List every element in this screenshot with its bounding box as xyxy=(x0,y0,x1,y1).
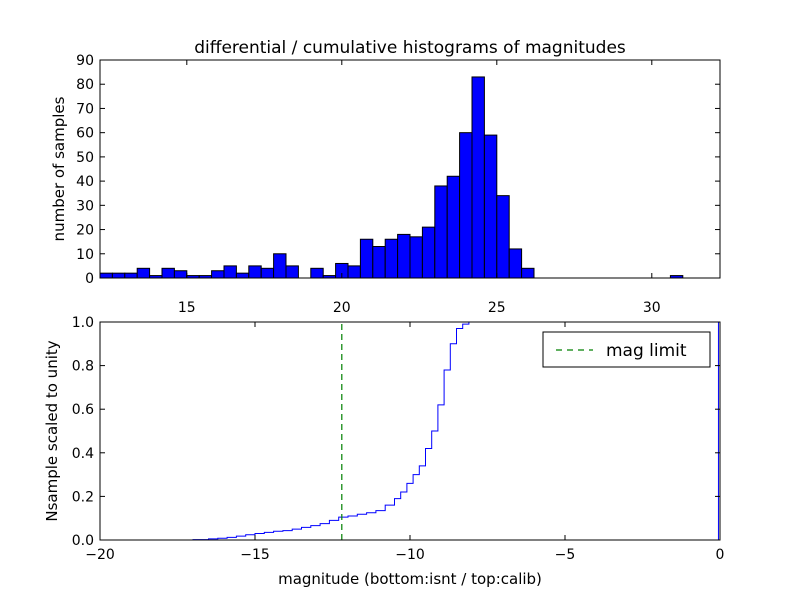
x-axis-label: magnitude (bottom:isnt / top:calib) xyxy=(278,570,542,588)
histogram-bar xyxy=(285,265,299,279)
y-tick-label: 90 xyxy=(76,53,94,69)
histogram-bar xyxy=(496,195,510,279)
histogram-bar xyxy=(211,270,225,279)
y-tick-label: 0.6 xyxy=(72,402,94,418)
x-tick-label: −10 xyxy=(395,547,425,563)
y-tick-label: 1.0 xyxy=(72,315,94,331)
histogram-bar xyxy=(347,265,361,279)
x-tick-label: −20 xyxy=(85,547,115,563)
y-tick-label: 70 xyxy=(76,101,94,117)
y-tick-label: 80 xyxy=(76,77,94,93)
cumulative-step-line xyxy=(100,322,719,540)
y-axis-label: Nsample scaled to unity xyxy=(43,340,61,521)
cumulative-axes: 0.0 0.2 0.4 0.6 0.8 1.0 −20 −15 −10 −5 0 magnitude … xyxy=(43,315,724,588)
histogram-bar xyxy=(521,267,535,279)
histogram-bar xyxy=(310,267,324,279)
histogram-bar xyxy=(434,185,448,279)
legend-label: mag limit xyxy=(606,341,687,361)
histogram-bar xyxy=(421,226,436,279)
histogram-bar xyxy=(124,272,138,279)
histogram-bar xyxy=(260,267,275,279)
y-tick-label: 50 xyxy=(76,150,94,166)
x-tick-label: −15 xyxy=(240,547,270,563)
histogram-bar xyxy=(223,265,237,279)
histogram-bar xyxy=(397,233,411,279)
histogram-bar xyxy=(161,267,175,279)
y-tick-label: 0.2 xyxy=(72,489,94,505)
y-axis-label: number of samples xyxy=(50,96,68,241)
y-tick-label: 20 xyxy=(76,223,94,239)
y-tick-label: 30 xyxy=(76,198,94,214)
y-tick-label: 40 xyxy=(76,174,94,190)
cumulative-data xyxy=(100,322,719,540)
histogram-bar xyxy=(384,238,399,279)
histogram-bar xyxy=(409,236,423,279)
figure-title: differential / cumulative histograms of … xyxy=(194,38,626,58)
histogram-bar xyxy=(471,76,485,279)
top-axes-frame xyxy=(99,59,721,279)
histogram-bar xyxy=(99,272,113,279)
y-tick-label: 10 xyxy=(76,247,94,263)
y-tick-label: 0.8 xyxy=(72,359,94,375)
legend: mag limit xyxy=(542,331,711,368)
x-tick-label: 20 xyxy=(333,300,351,316)
histogram-axes: 0 10 20 30 40 50 60 70 80 90 15 20 25 30 number of sam… xyxy=(50,53,721,316)
histogram-bar xyxy=(248,265,262,279)
histogram-bar xyxy=(235,272,250,279)
histogram-bar xyxy=(273,253,287,279)
y-tick-label: 0.4 xyxy=(72,446,94,462)
y-tick-label: 0 xyxy=(85,271,94,287)
y-tick-label: 0.0 xyxy=(72,533,94,549)
legend-box xyxy=(542,331,711,368)
histogram-bar xyxy=(508,248,523,279)
histogram-bar xyxy=(173,270,188,279)
histogram-bar xyxy=(111,272,126,279)
histogram-bar xyxy=(136,267,151,279)
x-tick-label: −5 xyxy=(555,547,576,563)
x-tick-label: 15 xyxy=(178,300,196,316)
histogram-bar xyxy=(459,132,473,279)
x-tick-label: 0 xyxy=(716,547,725,563)
histogram-bar xyxy=(483,134,498,279)
histogram-bar xyxy=(372,246,386,279)
y-tick-label: 60 xyxy=(76,126,94,142)
x-tick-label: 30 xyxy=(643,300,661,316)
histogram-bar xyxy=(446,175,461,279)
x-tick-label: 25 xyxy=(488,300,506,316)
histogram-bar xyxy=(359,238,374,279)
